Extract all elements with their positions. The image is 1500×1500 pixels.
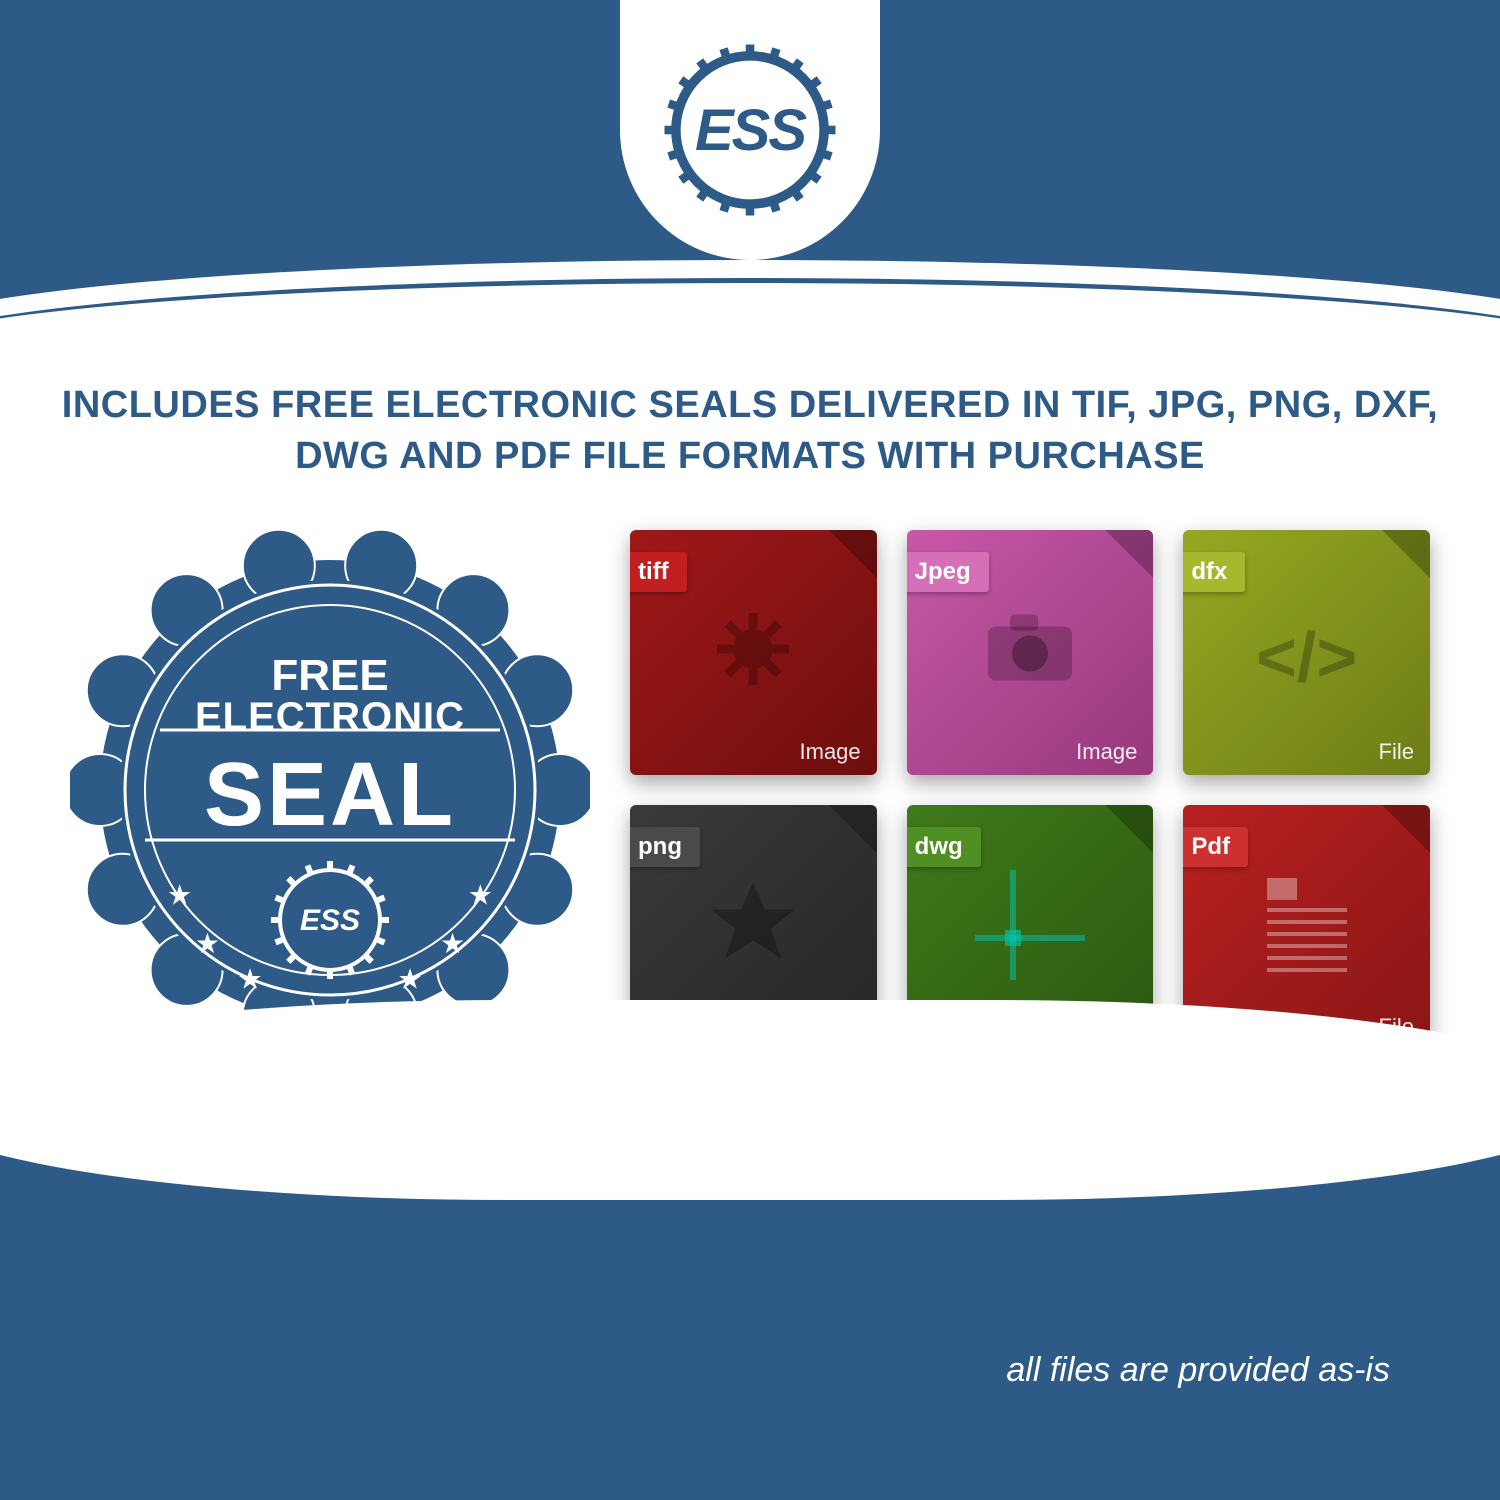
page-fold-icon bbox=[1382, 805, 1430, 853]
free-electronic-seal-badge: FREE ELECTRONIC SEAL ESS ★★★★★★ bbox=[70, 530, 590, 1050]
file-format-tag: Pdf bbox=[1183, 827, 1248, 867]
svg-text:★: ★ bbox=[440, 928, 465, 959]
file-kind-label: Image bbox=[800, 739, 861, 765]
page-fold-icon bbox=[1105, 530, 1153, 578]
file-glyph-icon bbox=[708, 603, 798, 712]
seal-line1: FREE bbox=[271, 651, 388, 700]
brand-logo: ESS bbox=[620, 0, 880, 260]
file-kind-label: Image bbox=[1076, 739, 1137, 765]
page-fold-icon bbox=[829, 530, 877, 578]
file-glyph-icon bbox=[980, 608, 1080, 707]
seal-line2: ELECTRONIC bbox=[195, 695, 465, 739]
page-fold-icon bbox=[1105, 805, 1153, 853]
file-kind-label: File bbox=[1379, 739, 1414, 765]
bottom-arc-white bbox=[0, 1000, 1500, 1200]
file-glyph-icon bbox=[975, 869, 1085, 998]
svg-text:★: ★ bbox=[397, 964, 422, 995]
footer-disclaimer: all files are provided as-is bbox=[1006, 1351, 1390, 1390]
file-glyph-icon bbox=[703, 874, 803, 993]
page-fold-icon bbox=[1382, 530, 1430, 578]
page-fold-icon bbox=[829, 805, 877, 853]
seal-line3: SEAL bbox=[204, 745, 456, 845]
file-card-dfx: dfx </> File bbox=[1183, 530, 1430, 775]
file-format-tag: Jpeg bbox=[907, 552, 989, 592]
file-format-tag: dwg bbox=[907, 827, 981, 867]
svg-text:★: ★ bbox=[167, 880, 192, 911]
seal-inner-brand: ESS bbox=[300, 904, 360, 937]
svg-text:★: ★ bbox=[195, 928, 220, 959]
file-glyph-icon: </> bbox=[1256, 617, 1357, 697]
brand-logo-text: ESS bbox=[695, 97, 805, 164]
file-glyph-icon bbox=[1257, 869, 1357, 998]
file-format-tag: tiff bbox=[630, 552, 687, 592]
headline-text: INCLUDES FREE ELECTRONIC SEALS DELIVERED… bbox=[60, 380, 1440, 483]
file-format-tag: png bbox=[630, 827, 700, 867]
file-card-tiff: tiff Image bbox=[630, 530, 877, 775]
file-format-tag: dfx bbox=[1183, 552, 1245, 592]
svg-text:★: ★ bbox=[468, 880, 493, 911]
svg-text:★: ★ bbox=[237, 964, 262, 995]
file-format-grid: tiff Image Jpeg Image dfx </> File png I… bbox=[630, 530, 1430, 1050]
content-row: FREE ELECTRONIC SEAL ESS ★★★★★★ tiff Ima… bbox=[70, 530, 1430, 1050]
file-card-jpeg: Jpeg Image bbox=[907, 530, 1154, 775]
